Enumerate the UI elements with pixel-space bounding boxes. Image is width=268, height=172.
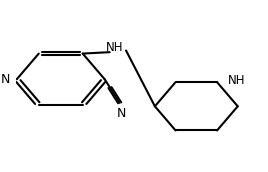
Text: NH: NH [228, 74, 245, 87]
Text: NH: NH [106, 41, 124, 54]
Text: N: N [0, 73, 10, 86]
Text: N: N [117, 107, 126, 120]
